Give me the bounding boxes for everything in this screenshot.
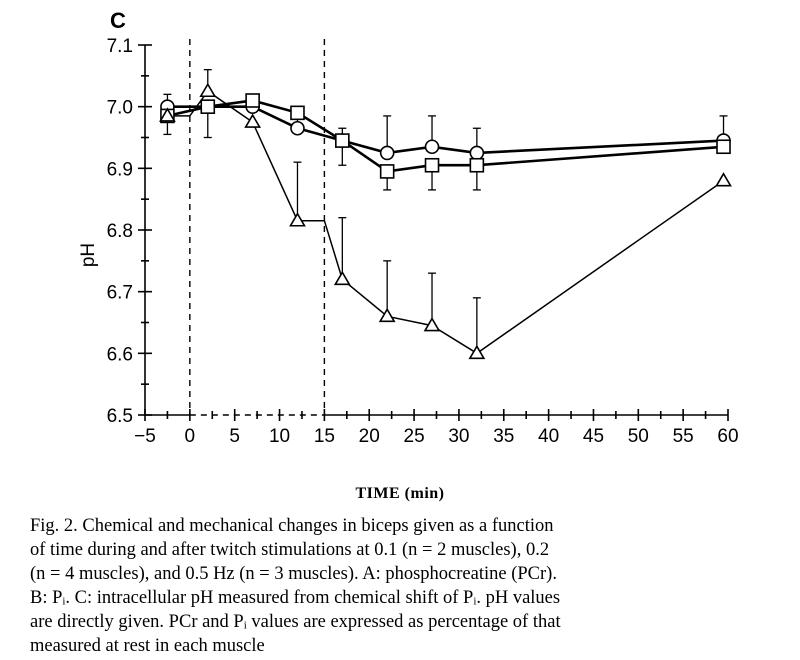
x-tick-label: 45 [583, 426, 604, 447]
x-tick-label: 50 [628, 426, 649, 447]
data-point-triangle [468, 344, 486, 360]
data-point-triangle [289, 212, 306, 227]
x-tick-label: 20 [359, 426, 380, 447]
caption-line: measured at rest in each muscle [30, 636, 265, 656]
x-tick-label: 55 [673, 426, 694, 447]
caption-line: (n = 4 muscles), and 0.5 Hz (n = 3 muscl… [30, 564, 557, 584]
y-tick-label: 7.0 [107, 98, 133, 119]
data-point-square [716, 139, 731, 155]
caption-line: B: Pᵢ. C: intracellular pH measured from… [30, 588, 561, 608]
panel-label: C [110, 8, 126, 33]
data-point-triangle [199, 82, 217, 98]
x-tick-label: 25 [404, 426, 425, 447]
x-tick-label: −5 [134, 426, 156, 447]
x-tick-label: 40 [538, 426, 559, 447]
y-tick-label: 6.8 [107, 221, 133, 242]
figure-caption: Fig. 2. Chemical and mechanical changes … [30, 514, 790, 660]
x-tick-label: 10 [269, 426, 290, 447]
caption-line: of time during and after twitch stimulat… [30, 540, 550, 560]
data-point-square [424, 157, 440, 173]
y-tick-label: 6.5 [107, 406, 133, 427]
data-point-square [335, 133, 350, 148]
data-point-square [290, 105, 305, 121]
x-tick-label: 0 [185, 426, 196, 447]
y-tick-label: 6.7 [107, 283, 133, 304]
x-tick-label: 35 [493, 426, 514, 447]
x-tick-label: 5 [229, 426, 240, 447]
y-tick-label: 6.6 [107, 344, 133, 365]
data-point-triangle [378, 307, 396, 323]
x-tick-label: 60 [717, 426, 738, 447]
data-point-square [379, 164, 395, 179]
data-point-triangle [244, 113, 262, 128]
x-tick-label: 30 [448, 426, 469, 447]
y-tick-label: 6.9 [107, 159, 133, 180]
data-point-triangle [423, 316, 441, 332]
data-point-circle [424, 139, 440, 155]
ph-time-chart: 6.5 6.6 6.7 6.8 6.9 7.0 7.1 −5 0 5 10 15 20 25 30 35 40 4… [78, 36, 739, 447]
data-point-triangle [715, 172, 732, 187]
series-line-triangle [167, 90, 724, 355]
data-point-circle [290, 120, 305, 136]
y-tick-label: 7.1 [107, 36, 133, 57]
data-point-circle [469, 145, 485, 161]
data-point-triangle [159, 107, 176, 122]
data-point-square [469, 157, 485, 173]
x-tick-label: 15 [314, 426, 335, 447]
y-axis-label: pH [78, 243, 99, 267]
x-axis-label: TIME (min) [355, 485, 445, 502]
data-point-square [245, 93, 260, 108]
caption-line: are directly given. PCr and Pᵢ values ar… [30, 612, 561, 632]
data-point-triangle [333, 270, 351, 286]
caption-line: Fig. 2. Chemical and mechanical changes … [30, 516, 554, 536]
data-point-square [200, 99, 216, 114]
data-point-circle [379, 145, 395, 161]
